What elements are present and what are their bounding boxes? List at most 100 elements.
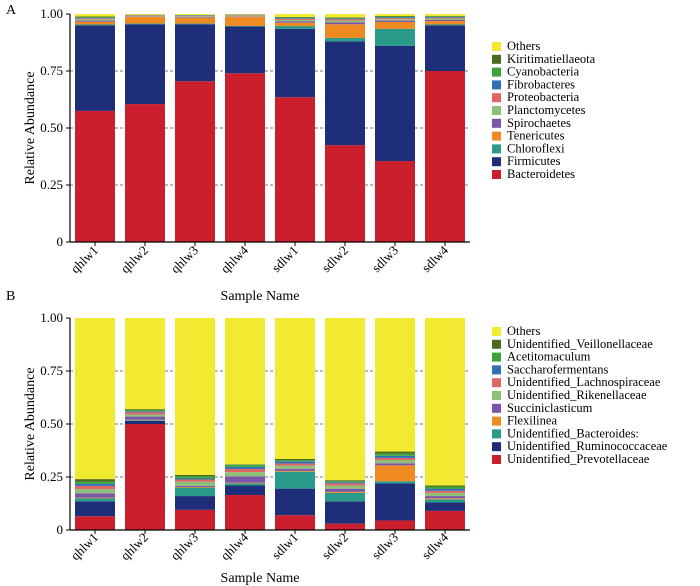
panel-b-legend-label: Flexilinea [507, 414, 557, 428]
panel-b-bar-sdlw1-unidentified-prevotellaceae [275, 515, 315, 530]
panel-a-y-tick-label: 0 [57, 234, 64, 249]
panel-b-legend-label: Saccharofermentans [507, 362, 608, 376]
panel-a-legend: OthersKiritimatiellaeotaCyanobacteriaFib… [492, 39, 596, 181]
panel-a-legend-label: Fibrobacteres [507, 77, 575, 91]
panel-a-legend-swatch [492, 54, 501, 64]
panel-a-bar-sdlw2-spirochaetes [325, 22, 365, 25]
panel-b-bar-sdlw2-unidentified-rikenellaceae [325, 485, 365, 489]
panel-a-bar-sdlw3-others [375, 14, 415, 17]
panel-a-bar-qhlw1-tenericutes [75, 21, 115, 25]
panel-a-bar-sdlw3-tenericutes [375, 21, 415, 29]
panel-a: A Relative Abundance Sample Name qhlw1 qh… [6, 3, 596, 304]
panel-b-y-tick-label: 0.25 [40, 469, 63, 484]
panel-b-bar-sdlw1-succiniclasticum [275, 468, 315, 471]
panel-b-legend-swatch [492, 455, 501, 464]
panel-b-legend-label: Unidentified_Ruminococcaceae [507, 439, 668, 453]
panel-a-bar-sdlw3-fibrobacteres [375, 17, 415, 19]
panel-a-bar-sdlw2-planctomycetes [325, 20, 365, 23]
panel-b-x-tick-label: sdlw3 [369, 530, 402, 563]
panel-b-bar-qhlw3-flexilinea [175, 486, 215, 488]
panel-a-y-tick-label: 1.00 [40, 6, 63, 21]
panel-b-bar-sdlw3-others [375, 318, 415, 452]
panel-a-y-tick-label: 0.25 [40, 177, 63, 192]
panel-b-bar-qhlw3-unidentified-ruminococcaceae [175, 496, 215, 510]
panel-b-bar-qhlw4-flexilinea [225, 482, 265, 484]
panel-a-bar-qhlw2-bacteroidetes [125, 104, 165, 242]
panel-b-bar-qhlw4-unidentified-ruminococcaceae [225, 485, 265, 496]
panel-b-bar-sdlw4-succiniclasticum [425, 496, 465, 499]
panel-b-bar-sdlw1-unidentified-lachnospiraceae [275, 463, 315, 466]
panel-b-bar-sdlw3-unidentified-veillonellaceae [375, 451, 415, 454]
panel-a-bar-sdlw2-tenericutes [325, 24, 365, 38]
panel-a-bar-qhlw1-firmicutes [75, 25, 115, 111]
panel-a-legend-label: Cyanobacteria [507, 65, 580, 79]
panel-b-plot: qhlw1 qhlw2 qhlw3 qhlw4 sdlw1 sdlw2 sdlw3 sdlw4… [40, 310, 470, 563]
panel-b-legend-label: Succiniclasticum [507, 401, 593, 415]
panel-b-legend-swatch [492, 327, 501, 336]
panel-b: B Relative Abundance Sample Name qhlw1 qh… [6, 289, 668, 586]
panel-b-bar-qhlw2-succiniclasticum [125, 416, 165, 420]
panel-a-bar-sdlw2-fibrobacteres [325, 18, 365, 20]
panel-a-bar-sdlw1-tenericutes [275, 22, 315, 27]
panel-b-x-tick-label: qhlw3 [168, 530, 202, 564]
panel-a-bar-qhlw2-firmicutes [125, 24, 165, 105]
panel-a-bar-sdlw1-firmicutes [275, 28, 315, 98]
panel-b-bar-qhlw2-unidentified-bacteroides [125, 420, 165, 421]
panel-a-bar-sdlw1-bacteroidetes [275, 97, 315, 242]
panel-b-legend-label: Acetitomaculum [507, 350, 591, 364]
panel-a-legend-swatch [492, 42, 501, 51]
panel-a-x-tick-label: sdlw3 [369, 243, 402, 276]
panel-a-bar-sdlw1-fibrobacteres [275, 18, 315, 19]
panel-a-bar-sdlw2-bacteroidetes [325, 145, 365, 242]
panel-b-legend-label: Unidentified_Prevotellaceae [507, 452, 650, 466]
panel-a-bar-qhlw3-others [175, 14, 215, 15]
panel-b-bar-qhlw2-unidentified-prevotellaceae [125, 424, 165, 530]
panel-b-y-tick-label: 0.75 [40, 363, 63, 378]
panel-b-bar-sdlw1-unidentified-ruminococcaceae [275, 488, 315, 516]
panel-b-legend-swatch [492, 339, 501, 349]
panel-a-legend-swatch [492, 131, 501, 141]
panel-b-bar-qhlw1-unidentified-lachnospiraceae [75, 485, 115, 490]
panel-b-bar-qhlw3-saccharofermentans [175, 478, 215, 480]
panel-b-legend-label: Others [507, 324, 540, 338]
panel-b-legend: OthersUnidentified_VeillonellaceaeAcetit… [492, 324, 668, 466]
panel-b-bar-qhlw3-succiniclasticum [175, 485, 215, 487]
panel-a-bar-qhlw1-cyanobacteria [75, 16, 115, 18]
panel-b-bar-sdlw4-acetitomaculum [425, 486, 465, 489]
panel-b-legend-swatch [492, 391, 501, 400]
panel-a-bar-qhlw4-planctomycetes [225, 15, 265, 17]
panel-b-bar-qhlw4-unidentified-rikenellaceae [225, 472, 265, 477]
panel-a-legend-label: Chloroflexi [507, 141, 565, 155]
panel-b-y-tick-label: 1.00 [40, 310, 63, 325]
panel-b-bar-sdlw3-acetitomaculum [375, 453, 415, 456]
panel-a-bar-sdlw3-planctomycetes [375, 19, 415, 21]
panel-b-bar-sdlw1-unidentified-bacteroides [275, 471, 315, 489]
panel-b-legend-label: Unidentified_Rikenellaceae [507, 388, 647, 402]
panel-a-bar-sdlw3-chloroflexi [375, 28, 415, 46]
panel-a-legend-swatch [492, 106, 501, 115]
panel-a-x-tick-label: qhlw4 [218, 242, 252, 276]
panel-b-bar-sdlw2-unidentified-bacteroides [325, 492, 365, 502]
panel-b-bar-qhlw1-succiniclasticum [75, 493, 115, 498]
panel-a-bar-sdlw2-chloroflexi [325, 37, 365, 42]
panel-a-legend-label: Planctomycetes [507, 103, 586, 117]
panel-b-legend-swatch [492, 442, 501, 452]
panel-b-bar-qhlw1-flexilinea [75, 497, 115, 499]
panel-a-x-axis-title: Sample Name [221, 289, 300, 304]
panel-a-x-tick-label: qhlw3 [168, 243, 202, 277]
panel-b-bar-qhlw1-acetitomaculum [75, 481, 115, 484]
panel-b-x-tick-label: qhlw1 [68, 530, 102, 564]
panel-b-bar-qhlw1-others [75, 318, 115, 480]
panel-a-bar-sdlw4-cyanobacteria [425, 16, 465, 17]
panel-b-bar-qhlw3-unidentified-veillonellaceae [175, 474, 215, 477]
panel-a-bar-sdlw4-fibrobacteres [425, 16, 465, 18]
panel-a-y-axis-title: Relative Abundance [23, 71, 38, 184]
panel-a-bar-qhlw1-spirochaetes [75, 20, 115, 22]
panel-a-legend-swatch [492, 80, 501, 90]
panel-a-bar-qhlw1-proteobacteria [75, 18, 115, 20]
panel-b-bar-qhlw4-acetitomaculum [225, 464, 265, 467]
panel-b-bar-sdlw3-unidentified-rikenellaceae [375, 460, 415, 464]
panel-a-bar-qhlw1-others [75, 14, 115, 17]
panel-a-bar-sdlw3-cyanobacteria [375, 16, 415, 18]
panel-a-bar-qhlw4-chloroflexi [225, 25, 265, 27]
